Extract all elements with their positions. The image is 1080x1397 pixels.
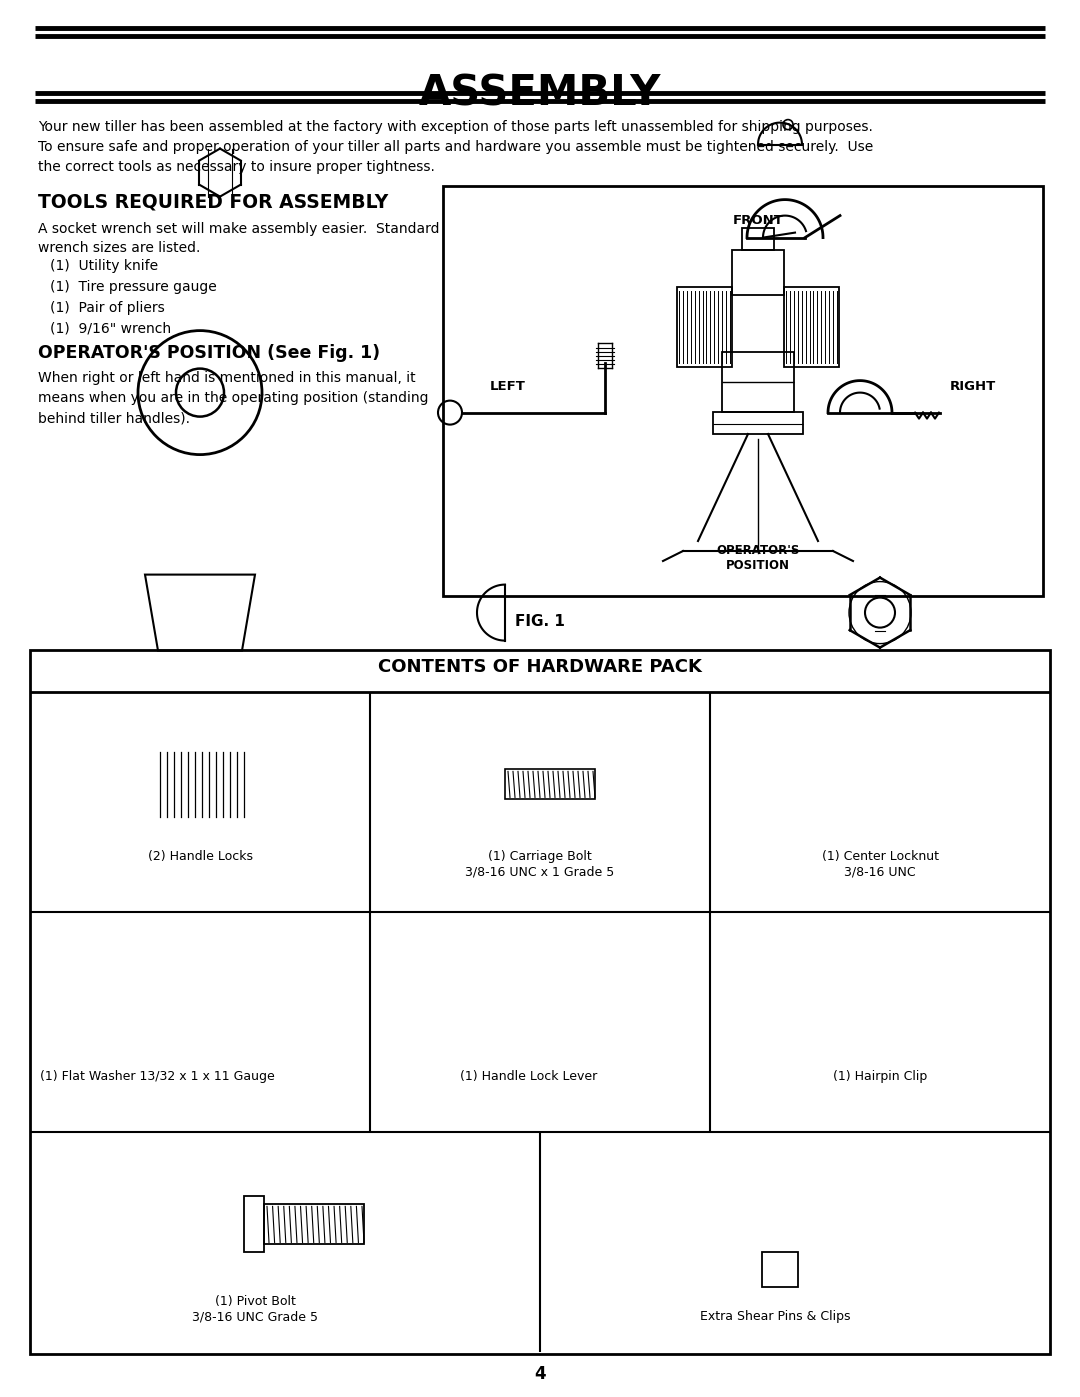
Text: (1)  Tire pressure gauge: (1) Tire pressure gauge xyxy=(50,279,217,293)
Text: When right or left hand is mentioned in this manual, it
means when you are in th: When right or left hand is mentioned in … xyxy=(38,372,429,425)
Text: FIG. 1: FIG. 1 xyxy=(515,615,565,629)
Text: (1) Carriage Bolt
3/8-16 UNC x 1 Grade 5: (1) Carriage Bolt 3/8-16 UNC x 1 Grade 5 xyxy=(465,851,615,879)
Text: 4: 4 xyxy=(535,1365,545,1383)
Text: TOOLS REQUIRED FOR ASSEMBLY: TOOLS REQUIRED FOR ASSEMBLY xyxy=(38,191,388,211)
Text: LEFT: LEFT xyxy=(490,380,526,393)
Text: CONTENTS OF HARDWARE PACK: CONTENTS OF HARDWARE PACK xyxy=(378,658,702,676)
Text: (1) Hairpin Clip: (1) Hairpin Clip xyxy=(833,1070,927,1084)
Text: Your new tiller has been assembled at the factory with exception of those parts : Your new tiller has been assembled at th… xyxy=(38,120,874,175)
Text: (1) Flat Washer 13/32 x 1 x 11 Gauge: (1) Flat Washer 13/32 x 1 x 11 Gauge xyxy=(40,1070,274,1084)
Text: (1) Center Locknut
3/8-16 UNC: (1) Center Locknut 3/8-16 UNC xyxy=(822,851,939,879)
Text: OPERATOR'S POSITION (See Fig. 1): OPERATOR'S POSITION (See Fig. 1) xyxy=(38,344,380,362)
Text: FRONT: FRONT xyxy=(732,214,783,226)
Text: (1)  Utility knife: (1) Utility knife xyxy=(50,258,158,272)
Text: Extra Shear Pins & Clips: Extra Shear Pins & Clips xyxy=(700,1310,850,1323)
Text: (1) Handle Lock Lever: (1) Handle Lock Lever xyxy=(460,1070,597,1084)
Text: (1)  Pair of pliers: (1) Pair of pliers xyxy=(50,300,165,314)
Text: A socket wrench set will make assembly easier.  Standard
wrench sizes are listed: A socket wrench set will make assembly e… xyxy=(38,222,440,256)
Text: (2) Handle Locks: (2) Handle Locks xyxy=(148,851,253,863)
Text: (1)  9/16" wrench: (1) 9/16" wrench xyxy=(50,321,171,337)
Text: ASSEMBLY: ASSEMBLY xyxy=(419,73,661,115)
Text: OPERATOR'S
POSITION: OPERATOR'S POSITION xyxy=(716,543,799,571)
Text: (1) Pivot Bolt
3/8-16 UNC Grade 5: (1) Pivot Bolt 3/8-16 UNC Grade 5 xyxy=(192,1295,318,1323)
Text: RIGHT: RIGHT xyxy=(950,380,996,393)
